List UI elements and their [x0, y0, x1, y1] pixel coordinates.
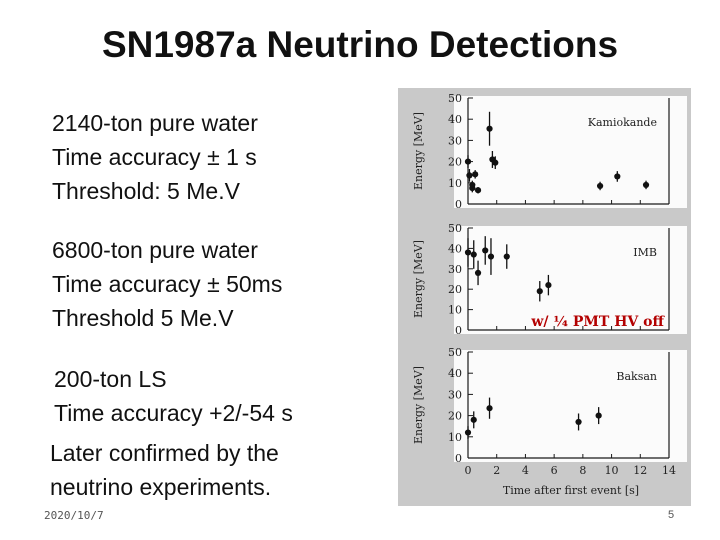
baksan-line-2: Time accuracy +2/-54 s: [54, 400, 293, 426]
x-axis-label: Time after first event [s]: [503, 484, 639, 497]
data-point: [575, 418, 582, 426]
data-point: [464, 158, 472, 165]
panel-kamiokande: 0 10 20 30 40 50 Energy [MeV] Kamiokande: [412, 92, 687, 211]
data-point: [536, 288, 543, 295]
panel-title: IMB: [633, 246, 657, 259]
y-tick-label: 20: [448, 283, 462, 296]
y-axis-label: Energy [MeV]: [412, 112, 425, 190]
panel-title: Baksan: [616, 370, 657, 383]
later-confirmation: Later confirmed by the neutrino experime…: [50, 436, 279, 504]
later-line-1: Later confirmed by the: [50, 440, 279, 466]
data-point: [614, 173, 621, 180]
panel-baksan: 0 10 20 30 40 50 Energy [MeV] Baksan 0 2 4 6 8 10 12 14…: [412, 346, 687, 497]
data-point: [464, 249, 472, 256]
data-point: [464, 429, 472, 436]
later-line-2: neutrino experiments.: [50, 474, 272, 500]
data-point: [545, 282, 552, 289]
kamiokande-line-3: Threshold: 5 Me.V: [52, 178, 240, 204]
y-tick-label: 40: [448, 113, 462, 126]
y-tick-label: 10: [448, 304, 462, 317]
y-tick-label: 30: [448, 134, 462, 147]
baksan-line-1: 200-ton LS: [54, 366, 167, 392]
data-point: [469, 181, 476, 189]
x-tick-label: 8: [579, 464, 586, 477]
imb-line-2: Time accuracy ± 50ms: [52, 271, 283, 297]
y-tick-label: 10: [448, 177, 462, 190]
data-point: [492, 159, 499, 166]
x-tick-label: 6: [551, 464, 558, 477]
y-tick-label: 20: [448, 156, 462, 169]
data-point: [470, 251, 477, 258]
data-point: [487, 253, 495, 260]
x-tick-label: 10: [605, 464, 619, 477]
y-tick-label: 30: [448, 388, 462, 401]
data-point: [474, 187, 482, 194]
page-number: 5: [668, 509, 675, 521]
y-tick-label: 50: [448, 346, 462, 359]
imb-line-3: Threshold 5 Me.V: [52, 305, 234, 331]
x-tick-label: 4: [522, 464, 529, 477]
data-point: [503, 253, 510, 260]
panel-title: Kamiokande: [588, 116, 657, 129]
panel-background: [454, 350, 687, 462]
y-tick-label: 0: [455, 198, 462, 211]
x-tick-label: 2: [493, 464, 500, 477]
x-tick-label: 0: [465, 464, 472, 477]
y-tick-label: 50: [448, 222, 462, 235]
data-point: [470, 416, 477, 423]
panel-background: [454, 226, 687, 334]
data-point: [474, 269, 482, 276]
footer-date: 2020/10/7: [44, 509, 104, 522]
data-point: [486, 125, 493, 132]
y-axis-label: Energy [MeV]: [412, 240, 425, 318]
y-tick-label: 30: [448, 263, 462, 276]
imb-line-1: 6800-ton pure water: [52, 237, 258, 263]
kamiokande-line-2: Time accuracy ± 1 s: [52, 144, 257, 170]
kamiokande-description: 2140-ton pure water Time accuracy ± 1 s …: [52, 106, 258, 208]
y-tick-label: 0: [455, 452, 462, 465]
baksan-description: 200-ton LS Time accuracy +2/-54 s: [54, 362, 293, 430]
y-tick-label: 50: [448, 92, 462, 105]
y-tick-label: 40: [448, 242, 462, 255]
pmt-annotation: w/ ¼ PMT HV off: [530, 314, 665, 330]
data-point: [466, 172, 473, 179]
y-tick-label: 10: [448, 431, 462, 444]
y-tick-label: 0: [455, 324, 462, 337]
data-point: [642, 181, 650, 189]
imb-description: 6800-ton pure water Time accuracy ± 50ms…: [52, 233, 282, 335]
y-axis-label: Energy [MeV]: [412, 366, 425, 444]
data-point: [472, 171, 479, 178]
y-tick-label: 40: [448, 367, 462, 380]
data-point: [482, 247, 489, 254]
data-point: [595, 412, 602, 419]
y-tick-label: 20: [448, 410, 462, 423]
x-tick-label: 14: [662, 464, 676, 477]
data-point: [596, 182, 604, 190]
kamiokande-line-1: 2140-ton pure water: [52, 110, 258, 136]
x-tick-label: 12: [633, 464, 647, 477]
slide-title: SN1987a Neutrino Detections: [101, 24, 619, 65]
data-point: [486, 405, 493, 412]
panel-imb: 0 10 20 30 40 50 Energy [MeV] IMB w/ ¼ PMT HV of…: [412, 222, 687, 337]
